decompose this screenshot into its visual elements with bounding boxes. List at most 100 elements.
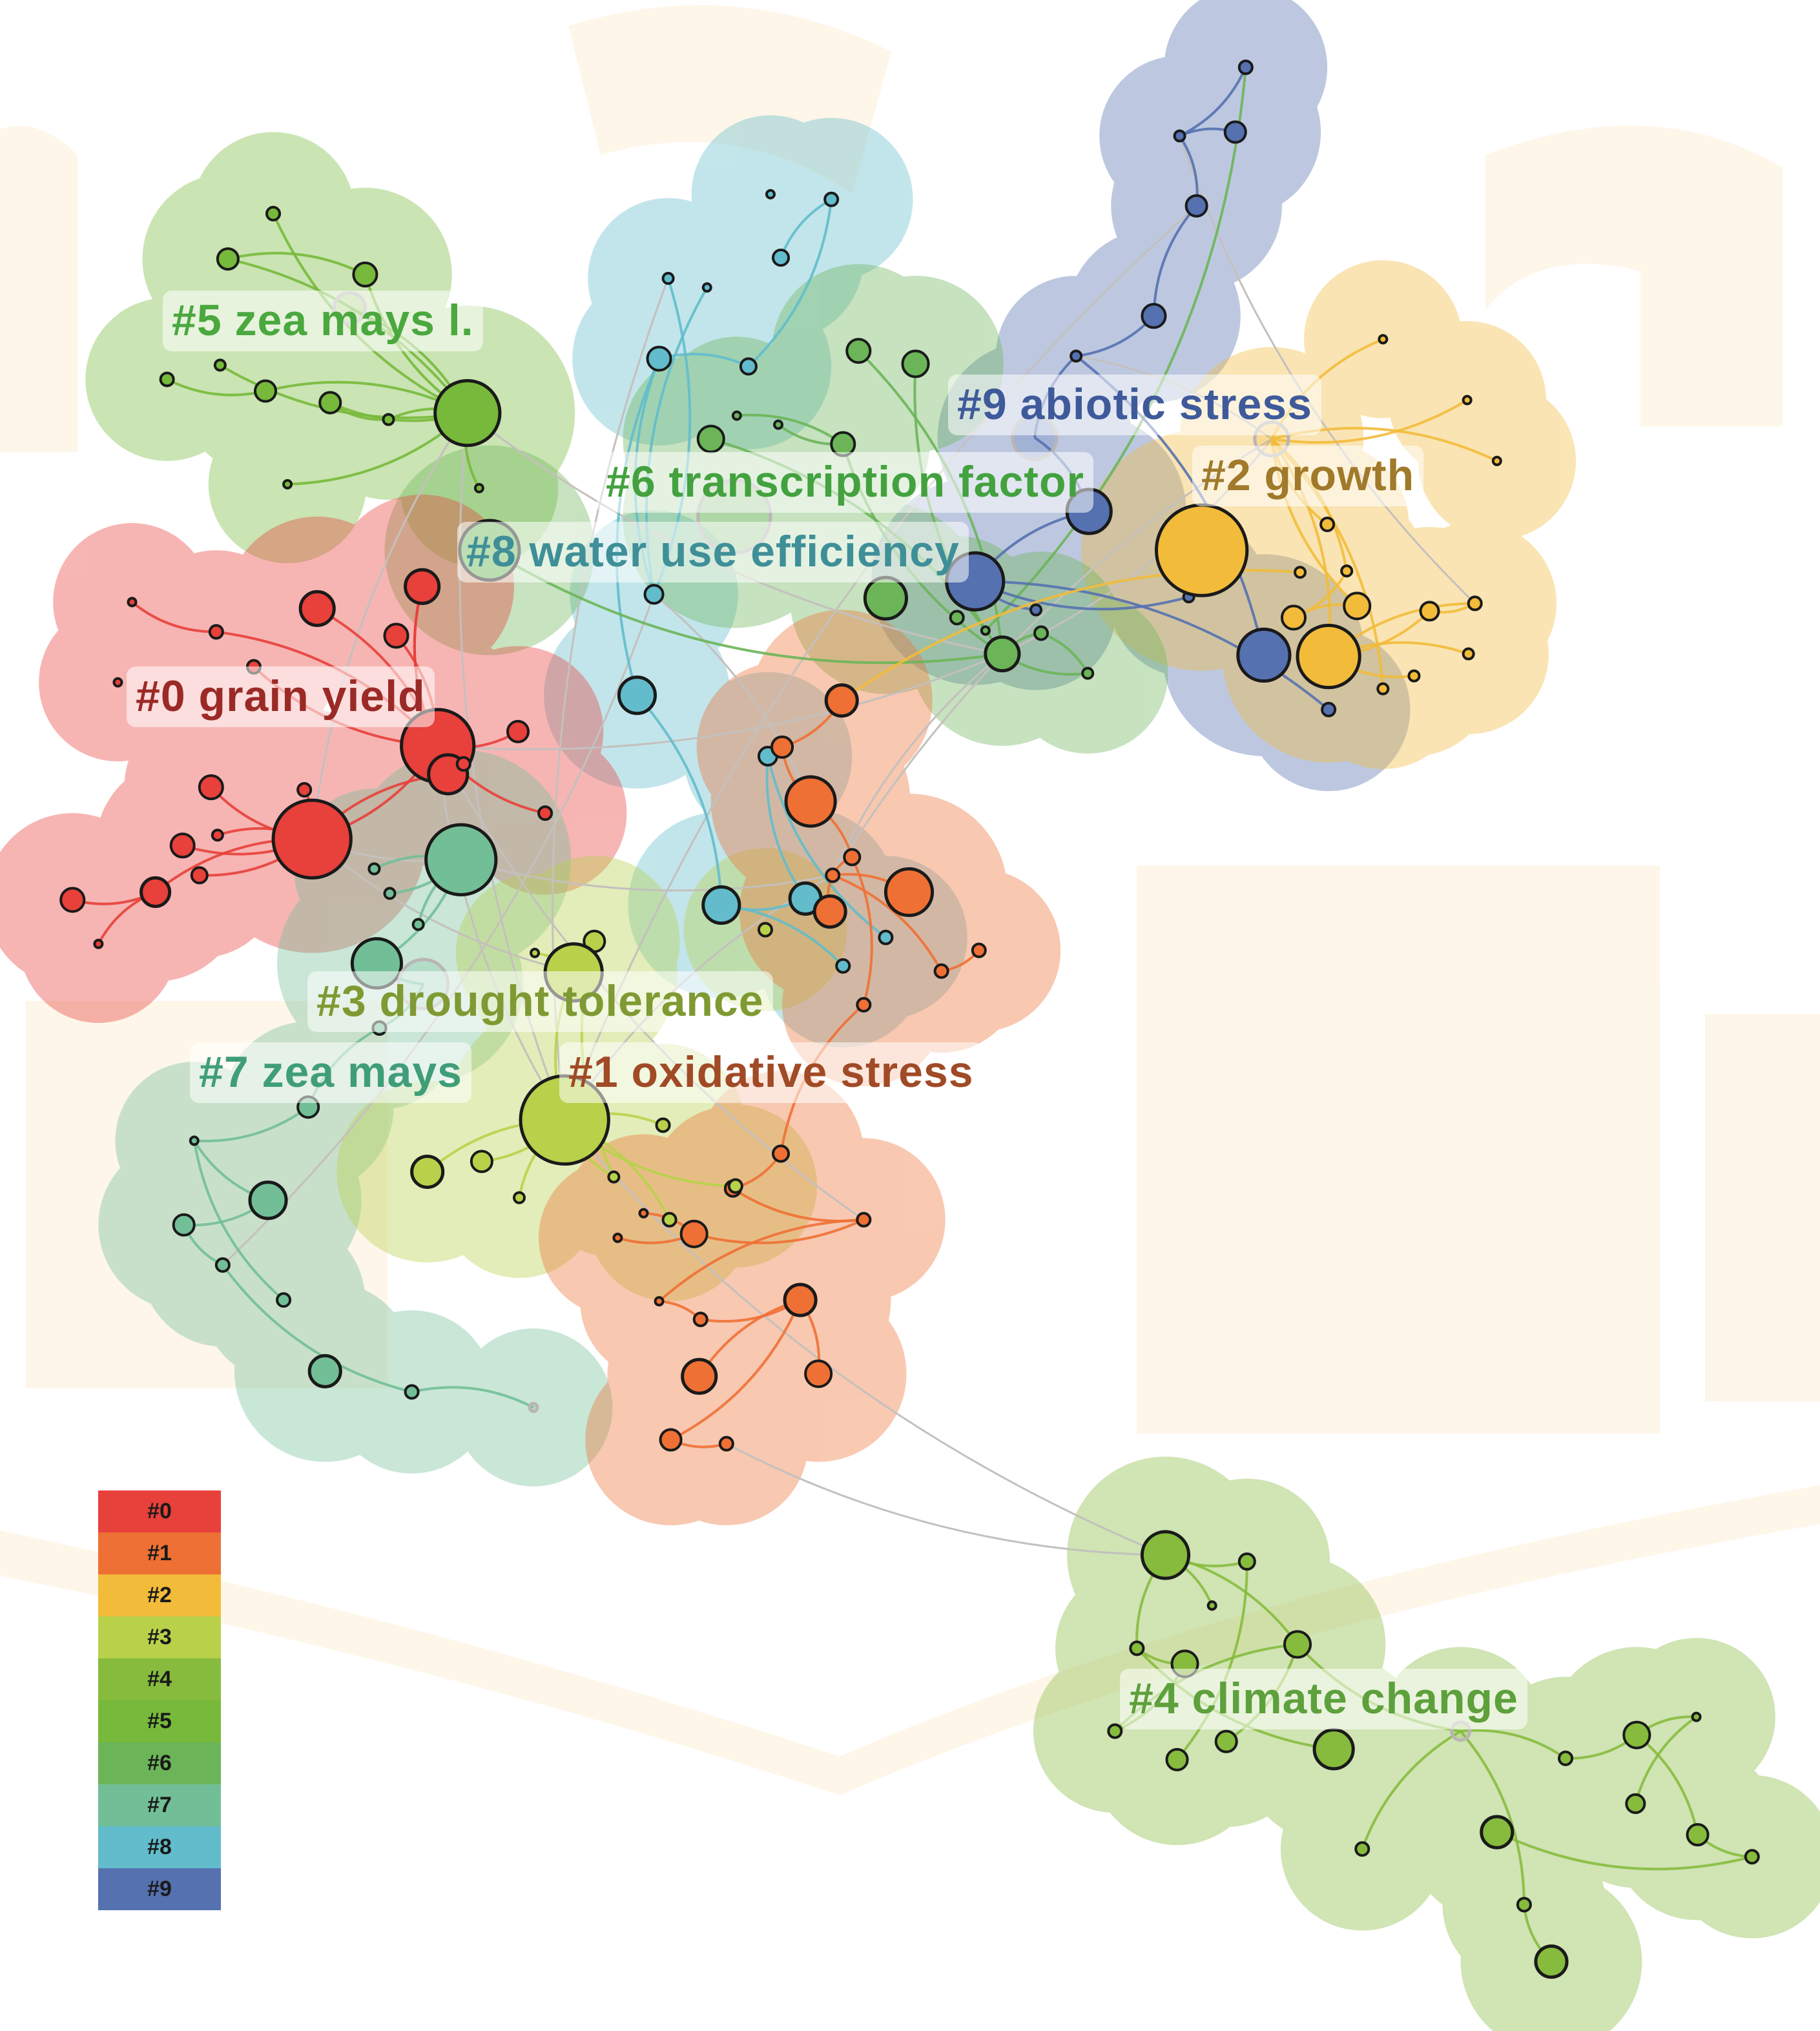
- link-edge: [851, 856, 873, 1005]
- keyword-node: [661, 1211, 677, 1228]
- keyword-node: [1340, 564, 1354, 578]
- keyword-node: [612, 1232, 623, 1243]
- keyword-node: [823, 191, 840, 207]
- keyword-node: [1467, 595, 1483, 612]
- keyword-node: [404, 1384, 420, 1400]
- link-edge: [311, 838, 574, 974]
- link-edge: [1176, 1562, 1248, 1761]
- keyword-node: [172, 1213, 196, 1237]
- link-edge: [913, 364, 1004, 655]
- keyword-node: [1129, 1640, 1145, 1656]
- keyword-node: [1686, 1823, 1710, 1847]
- link-edge: [736, 413, 844, 446]
- keyword-node: [93, 938, 104, 949]
- link-edge: [636, 694, 723, 905]
- keyword-node: [661, 272, 675, 285]
- link-edge: [437, 745, 566, 1121]
- keyword-node: [1378, 334, 1389, 345]
- keyword-node: [382, 413, 395, 426]
- keyword-node: [198, 774, 224, 801]
- keyword-node: [383, 623, 409, 649]
- cluster-label-6: #6 transcription factor: [597, 452, 1093, 513]
- keyword-node: [1237, 59, 1254, 76]
- link-edge: [563, 205, 1197, 1120]
- keyword-node: [1141, 303, 1167, 329]
- keyword-node: [824, 683, 859, 718]
- keyword-node: [1223, 120, 1247, 144]
- keyword-node: [1236, 627, 1292, 683]
- keyword-node: [1622, 1720, 1651, 1749]
- keyword-node: [1184, 194, 1208, 218]
- keyword-node: [1033, 625, 1050, 641]
- keyword-node: [783, 1283, 818, 1317]
- keyword-node: [410, 1154, 445, 1190]
- keyword-node: [282, 479, 293, 490]
- keyword-node: [757, 922, 773, 938]
- keyword-node: [856, 996, 872, 1013]
- keyword-node: [506, 719, 530, 743]
- link-edge: [166, 378, 266, 397]
- cluster-label-0: #0 grain yield: [127, 666, 435, 727]
- keyword-node: [411, 918, 425, 931]
- link-edge: [222, 1264, 413, 1394]
- keyword-node: [825, 867, 841, 883]
- keyword-node: [213, 358, 227, 372]
- link-edge: [460, 858, 833, 892]
- keyword-node: [643, 584, 665, 605]
- keyword-node: [845, 338, 872, 364]
- cluster-label-8: #8 water use efficiency: [457, 522, 969, 582]
- cluster-label-1: #1 oxidative stress: [559, 1042, 983, 1103]
- keyword-node: [1321, 701, 1337, 717]
- keyword-node: [835, 958, 851, 974]
- cluster-legend: #0 #1 #2 #3 #4 #5 #6 #7 #8 #9: [98, 1490, 221, 1910]
- legend-item-1: #1: [98, 1532, 221, 1574]
- cluster-label-9: #9 abiotic stress: [948, 375, 1321, 435]
- keyword-node: [701, 282, 712, 293]
- keyword-node: [352, 262, 378, 288]
- link-edge: [726, 1443, 1166, 1556]
- keyword-node: [1296, 623, 1361, 690]
- keyword-node: [1516, 1897, 1532, 1913]
- link-edge: [131, 601, 216, 634]
- legend-item-0: #0: [98, 1490, 221, 1532]
- keyword-node: [646, 345, 672, 372]
- keyword-node: [1625, 1793, 1646, 1815]
- link-edge: [488, 549, 1003, 665]
- keyword-node: [696, 424, 725, 453]
- keyword-node: [701, 885, 741, 925]
- keyword-node: [1491, 455, 1502, 466]
- keyword-node: [617, 675, 657, 716]
- keyword-node: [1558, 1750, 1574, 1766]
- keyword-node: [298, 590, 336, 627]
- keyword-node: [901, 349, 930, 378]
- link-edge: [747, 199, 833, 367]
- keyword-node: [638, 1208, 649, 1219]
- keyword-node: [253, 379, 278, 403]
- keyword-node: [159, 371, 175, 387]
- keyword-node: [863, 575, 909, 621]
- keyword-node: [537, 805, 553, 821]
- keyword-node: [933, 963, 949, 979]
- keyword-node: [1343, 592, 1372, 621]
- keyword-node: [655, 1117, 671, 1133]
- link-edge: [832, 874, 943, 972]
- keyword-node: [1534, 1944, 1569, 1979]
- legend-item-5: #5: [98, 1700, 221, 1742]
- cluster-label-2: #2 growth: [1192, 446, 1424, 506]
- keyword-node: [1462, 647, 1475, 661]
- keyword-node: [681, 1357, 718, 1395]
- keyword-node: [470, 1150, 493, 1173]
- keyword-node: [1070, 349, 1083, 363]
- keyword-node: [856, 1211, 872, 1228]
- keyword-node: [1354, 1841, 1370, 1857]
- keyword-node: [307, 1354, 342, 1388]
- keyword-node: [1691, 1711, 1702, 1722]
- keyword-node: [512, 1191, 526, 1204]
- keyword-node: [1407, 669, 1421, 683]
- keyword-node: [112, 677, 123, 688]
- keyword-node: [383, 887, 397, 900]
- link-edge: [975, 580, 1330, 711]
- link-edge: [219, 364, 468, 419]
- link-edge: [984, 67, 1247, 632]
